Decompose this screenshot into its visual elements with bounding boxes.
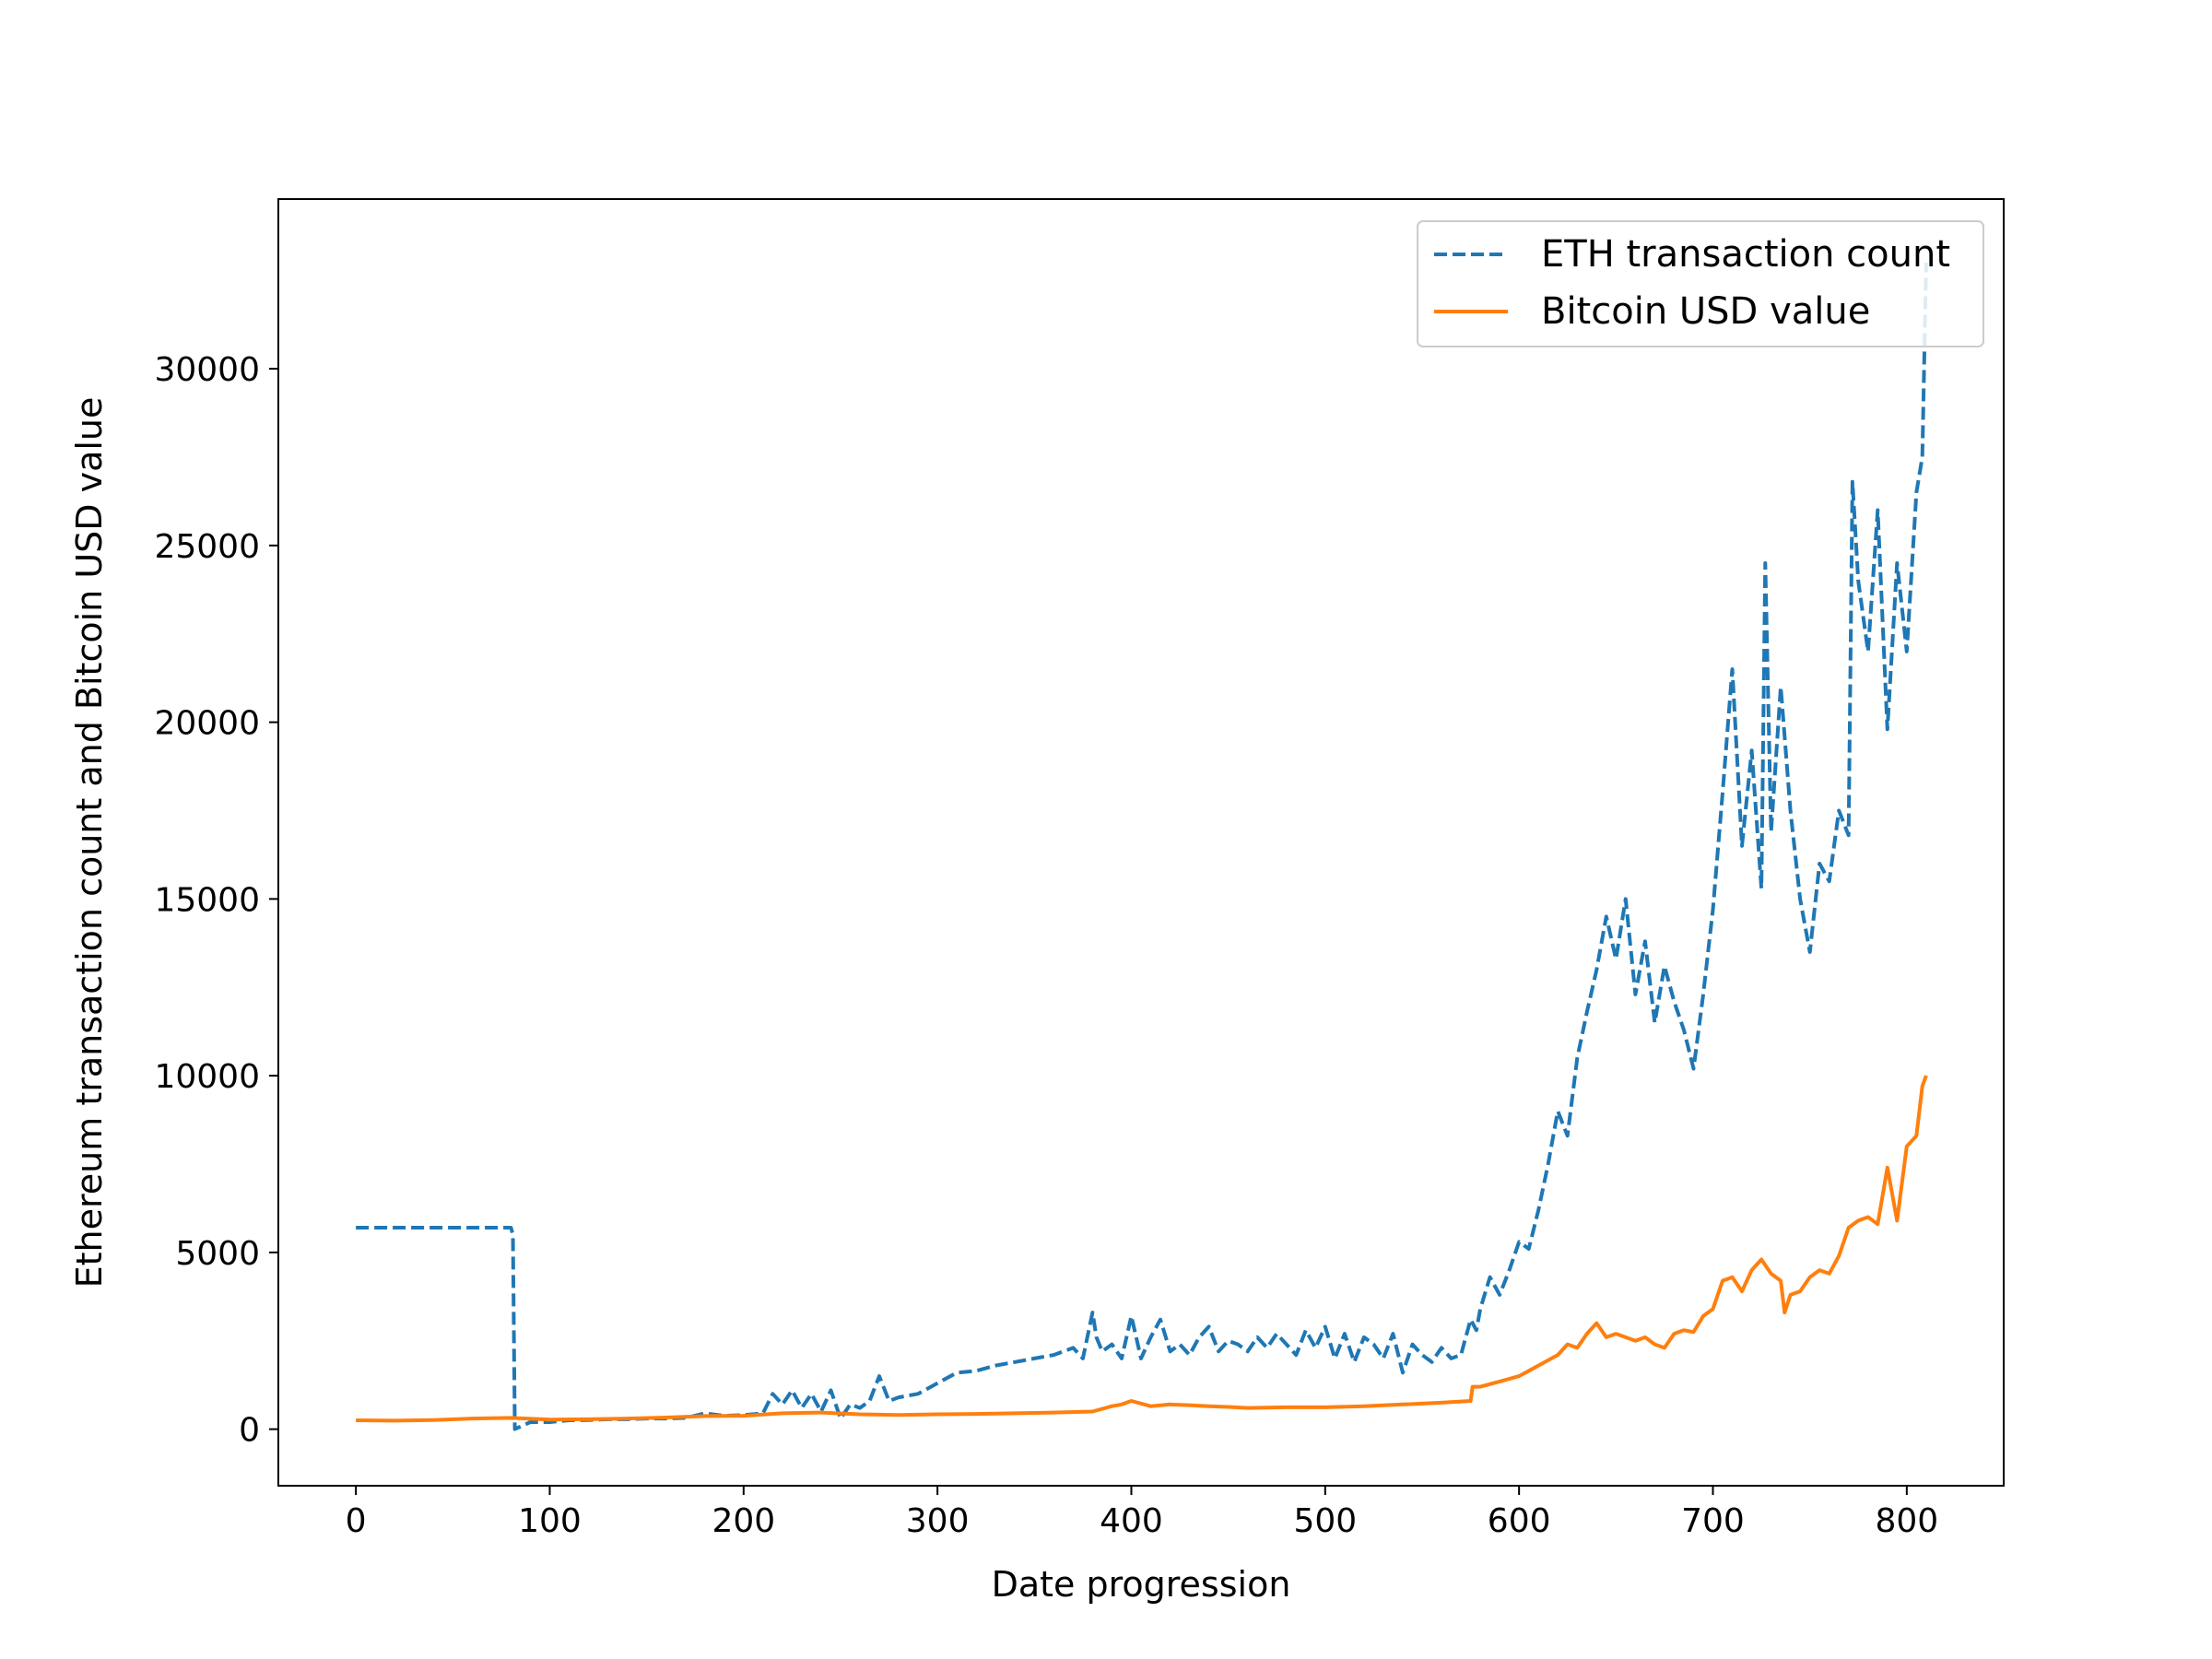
x-tick-label: 500 [1293,1502,1357,1540]
x-tick-label: 0 [346,1502,367,1540]
series-line-btc [356,1075,1928,1423]
x-tick-label: 400 [1100,1502,1163,1540]
x-tick-label: 300 [906,1502,970,1540]
y-tick-label: 20000 [154,705,260,743]
x-tick-label: 700 [1681,1502,1745,1540]
plot-frame [277,198,2005,1487]
legend-label-btc: Bitcoin USD value [1541,290,1870,333]
x-tick-label: 800 [1875,1502,1938,1540]
legend-label-eth: ETH transaction count [1541,233,1950,276]
x-axis-label: Date progression [992,1564,1291,1605]
series-layer [356,262,1928,1431]
legend: ETH transaction count Bitcoin USD value [1417,220,1984,347]
y-tick-label: 10000 [154,1058,260,1096]
y-axis-label: Ethereum transaction count and Bitcoin U… [69,397,110,1288]
x-axis-ticks: 0 100 200 300 400 500 600 700 800 [346,1486,1938,1540]
y-axis-ticks: 0 5000 10000 15000 20000 25000 30000 [154,351,278,1450]
legend-box [1417,220,1984,347]
x-tick-label: 600 [1488,1502,1551,1540]
x-tick-label: 100 [518,1502,582,1540]
y-tick-label: 5000 [175,1235,260,1273]
y-tick-label: 30000 [154,351,260,389]
y-tick-label: 0 [239,1412,260,1450]
series-line-eth [356,262,1928,1431]
y-tick-label: 25000 [154,528,260,566]
y-tick-label: 15000 [154,881,260,919]
x-tick-label: 200 [712,1502,775,1540]
